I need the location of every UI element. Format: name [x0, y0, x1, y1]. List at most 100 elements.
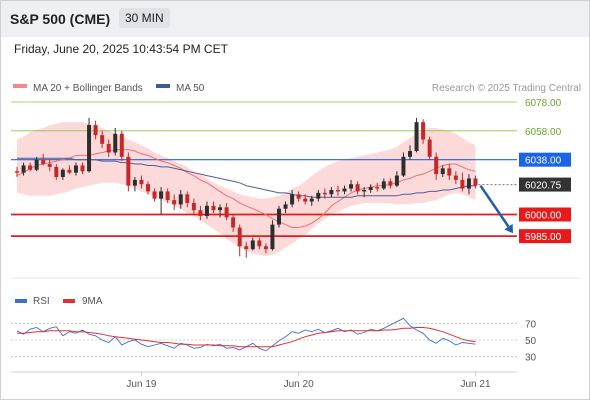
candle-body: [368, 187, 373, 190]
candle-body: [159, 191, 164, 199]
projection-arrow-layer: [479, 184, 513, 234]
candle-body: [119, 133, 124, 157]
ma50-line: [17, 157, 476, 198]
rsi-legend-swatch: [15, 299, 27, 303]
candle-body: [466, 178, 471, 189]
candle-body: [139, 179, 144, 185]
candle-body: [224, 207, 229, 218]
candle-body: [349, 184, 354, 189]
candle-body: [283, 204, 288, 209]
last-price-label: 6020.75: [525, 181, 562, 192]
rsi-ma-line: [17, 327, 476, 348]
candle-body: [60, 169, 65, 177]
candle-body: [100, 135, 105, 144]
candle-body: [414, 122, 419, 152]
x-axis: Jun 19 Jun 20 Jun 21: [126, 372, 491, 390]
candle-body: [54, 166, 59, 177]
candle-body: [401, 156, 406, 176]
x-tick-label-1: Jun 20: [284, 379, 314, 390]
candle-body: [335, 189, 340, 192]
candle-body: [362, 189, 367, 192]
candle-body: [342, 188, 347, 192]
candle-body: [355, 184, 360, 192]
ma50-legend-label: MA 50: [176, 83, 205, 94]
projection-arrow-shaft: [479, 184, 510, 228]
candle-body: [204, 205, 209, 216]
candle-body: [270, 224, 275, 250]
candle-body: [185, 194, 190, 203]
ma20-line: [16, 149, 476, 228]
candle-body: [375, 187, 380, 189]
candle-body: [47, 164, 52, 167]
candle-body: [322, 192, 327, 195]
candle-body: [421, 122, 426, 140]
level-tag-3: [519, 207, 571, 222]
credit-label: Research © 2025 Trading Central: [432, 83, 581, 94]
projection-arrow-head: [504, 223, 513, 234]
candle-body: [93, 125, 98, 136]
candle-body: [434, 156, 439, 175]
level-label-0: 6078.00: [525, 98, 562, 109]
candle-body: [41, 159, 46, 165]
candle-body: [381, 181, 386, 189]
candle-body: [191, 202, 196, 211]
level-tag-2: [519, 152, 571, 167]
candle-body: [231, 217, 236, 228]
bollinger-band: [17, 122, 476, 257]
chart-canvas: MA 20 + Bollinger Bands MA 50 Research ©…: [11, 83, 581, 390]
candle-body: [296, 194, 301, 199]
candle-body: [408, 151, 412, 157]
rsi-tick-70: 70: [525, 319, 537, 330]
bollinger-band-layer: [17, 122, 476, 257]
candle-body: [277, 208, 281, 225]
candle-body: [388, 181, 393, 186]
candle-body: [126, 156, 131, 186]
rsi-line: [16, 317, 476, 352]
candle-body: [290, 194, 295, 205]
candle-body: [152, 191, 157, 199]
level-label-1: 6058.00: [525, 127, 562, 138]
candle-body: [211, 205, 216, 211]
candle-body: [146, 184, 150, 192]
candle-body: [113, 133, 118, 153]
rsi-tick-50: 50: [525, 336, 537, 347]
candle-body: [263, 246, 268, 250]
ma9-legend-swatch: [63, 299, 75, 303]
last-price-tag: [519, 177, 571, 192]
candle-body: [447, 168, 452, 176]
level-label-3: 6000.00: [525, 211, 562, 222]
candle-body: [257, 240, 262, 247]
chart-header: S&P 500 (CME) 30 MIN: [1, 1, 589, 37]
instrument-title: S&P 500 (CME): [10, 11, 111, 27]
candle-body: [394, 175, 399, 186]
candle-body: [80, 165, 85, 172]
level-label-4: 5985.00: [525, 232, 562, 243]
ma50-legend-swatch: [156, 84, 170, 88]
x-tick-label-0: Jun 19: [126, 379, 156, 390]
candle-body: [87, 125, 92, 172]
candle-body: [15, 171, 19, 173]
candle-body: [309, 198, 314, 202]
candle-body: [165, 191, 170, 201]
candle-body: [303, 198, 308, 202]
ma9-legend-label: 9MA: [82, 296, 103, 307]
price-tags-layer: 6078.00 6058.00 6038.00 6000.00 5985.00 6020.…: [478, 98, 571, 244]
candle-body: [178, 194, 183, 205]
candle-body: [21, 165, 26, 173]
x-tick-label-2: Jun 21: [460, 379, 490, 390]
candle-body: [73, 165, 78, 173]
chart-datetime: Friday, June 20, 2025 10:43:54 PM CET: [14, 42, 228, 56]
candle-body: [198, 210, 203, 216]
interval-badge[interactable]: 30 MIN: [119, 8, 170, 28]
candle-body: [440, 168, 445, 175]
candle-body: [67, 169, 72, 173]
moving-averages-layer: [16, 149, 476, 228]
candle-body: [473, 178, 478, 186]
ma20-legend-label: MA 20 + Bollinger Bands: [33, 83, 143, 94]
rsi-panel: 70 50 30: [11, 317, 537, 364]
ma20-legend-swatch: [13, 84, 27, 88]
level-tag-4: [519, 229, 571, 244]
candle-body: [106, 143, 111, 153]
candles-layer: [15, 117, 478, 258]
